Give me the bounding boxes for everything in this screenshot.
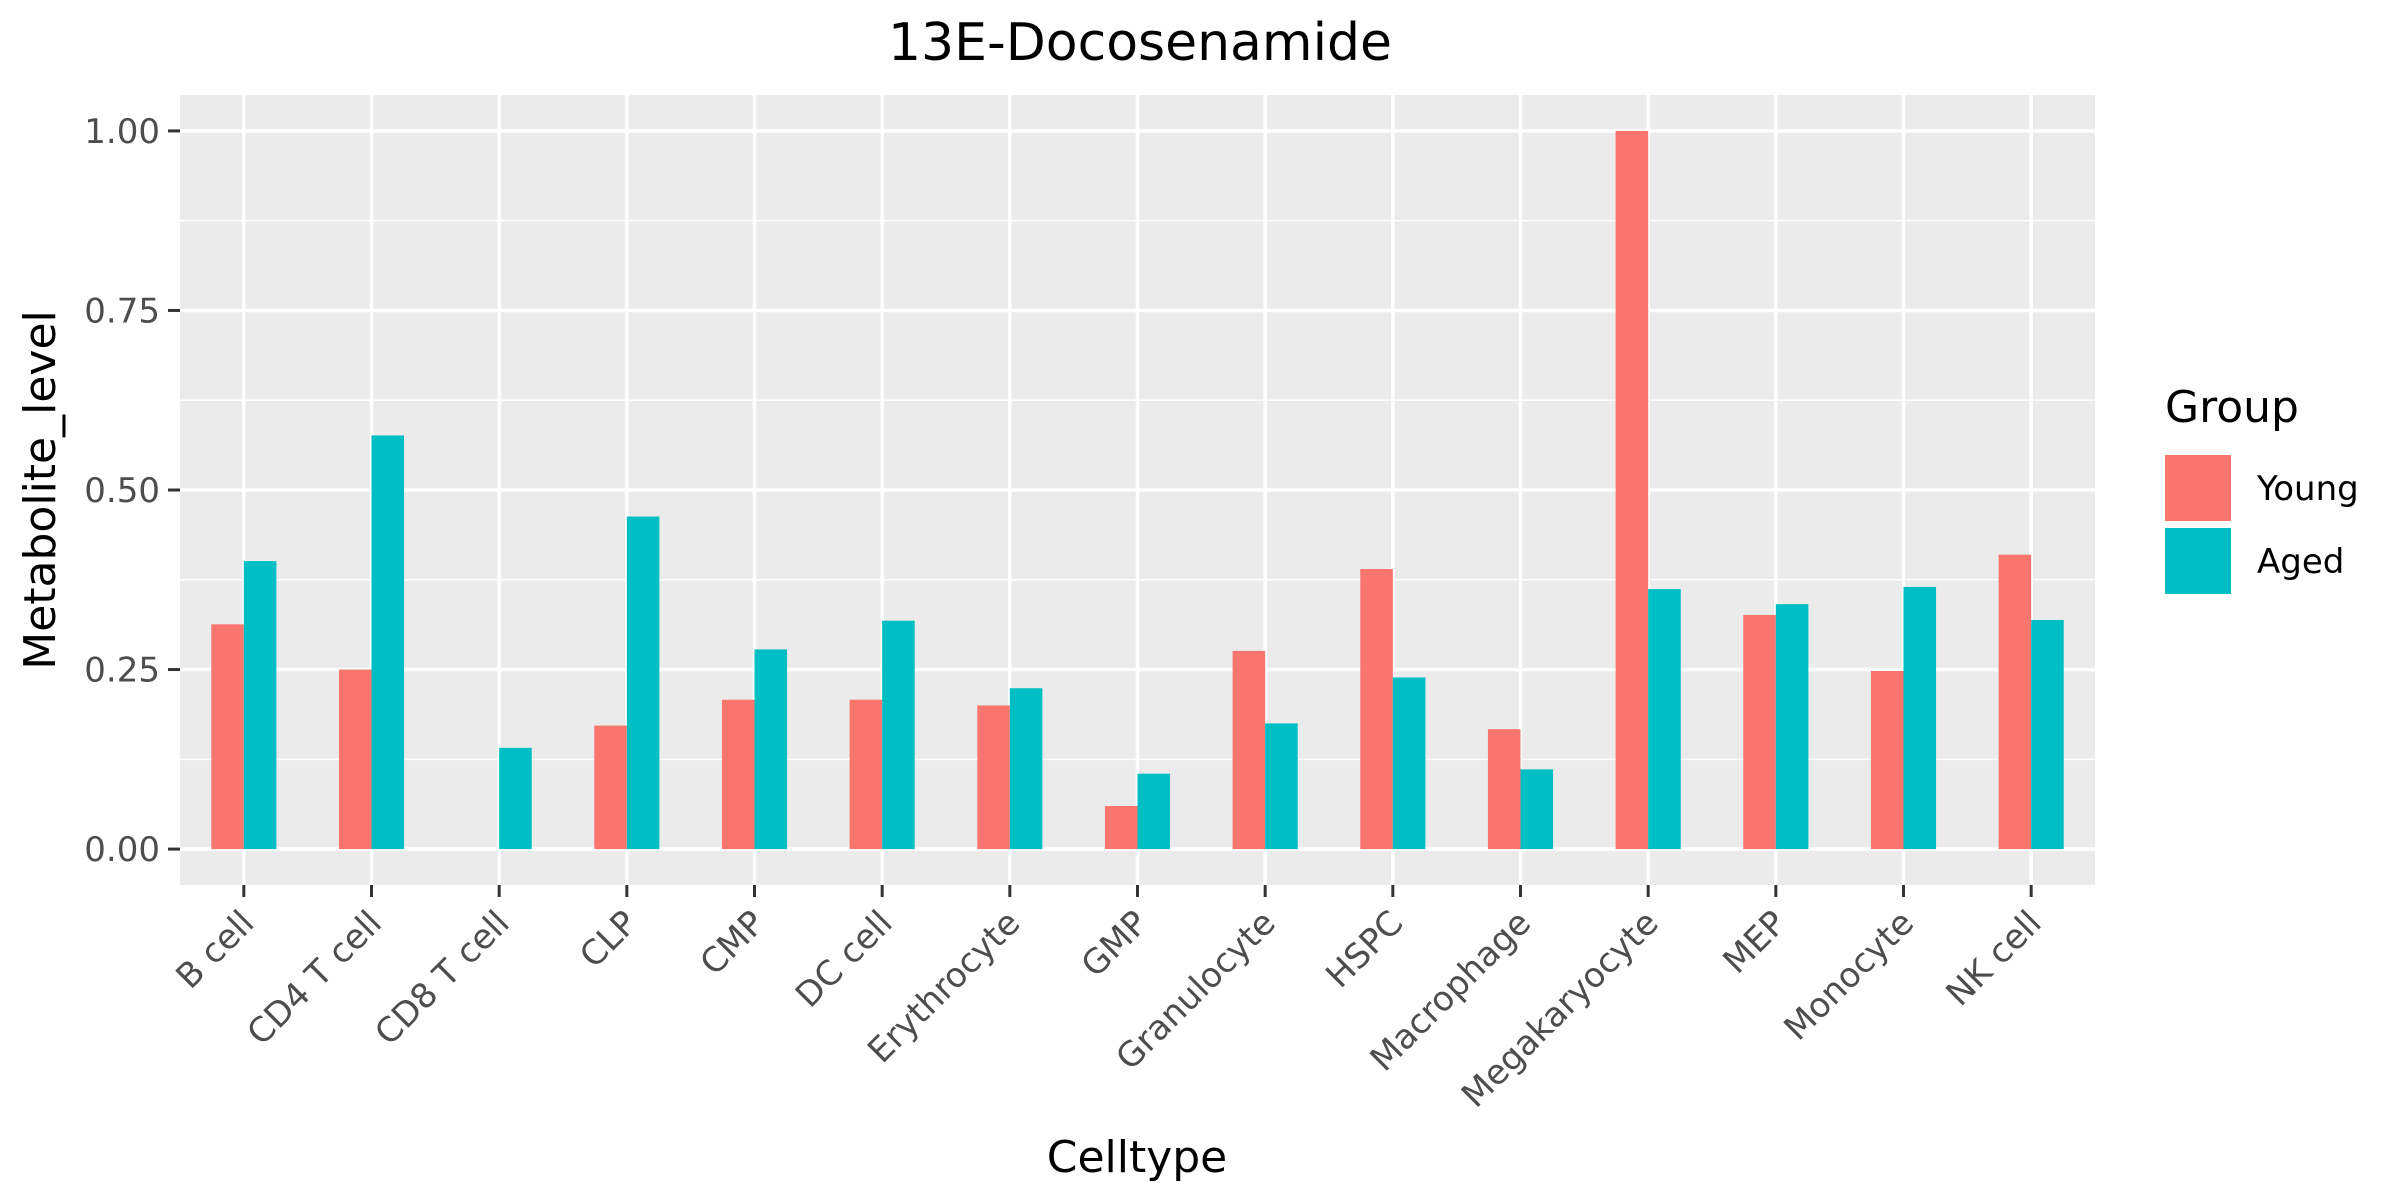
- bar-aged-megakaryocyte: [1648, 589, 1681, 850]
- bar-young-cmp: [721, 699, 755, 850]
- bar-aged-monocyte: [1903, 586, 1937, 850]
- x-tick-label: B cell: [168, 903, 262, 997]
- bar-young-monocyte: [1870, 670, 1904, 850]
- x-tick-label: CLP: [572, 903, 645, 976]
- y-tick-label: 1.00: [84, 112, 160, 152]
- bar-young-macrophage: [1487, 729, 1521, 850]
- y-tick-label: 0.75: [84, 291, 160, 331]
- bar-aged-dc-cell: [882, 620, 915, 850]
- bar-young-cd4-t-cell: [338, 669, 372, 850]
- x-tick-label: HSPC: [1318, 903, 1411, 996]
- bar-aged-cmp: [754, 649, 788, 850]
- bar-aged-clp: [626, 516, 660, 850]
- bar-aged-nk-cell: [2031, 619, 2064, 850]
- y-axis: 0.00 0.25 0.50 0.75 1.00: [84, 112, 180, 870]
- legend-label-aged: Aged: [2257, 542, 2344, 582]
- bar-aged-cd8-t-cell: [499, 747, 532, 850]
- x-tick-label: CD4 T cell: [240, 903, 390, 1053]
- bar-young-megakaryocyte: [1615, 130, 1649, 850]
- bar-young-hspc: [1360, 569, 1393, 850]
- bar-young-nk-cell: [1998, 554, 2032, 850]
- bar-young-erythrocyte: [977, 705, 1010, 850]
- legend-label-young: Young: [2256, 469, 2359, 509]
- bar-aged-granulocyte: [1265, 723, 1298, 850]
- bar-aged-macrophage: [1520, 769, 1554, 850]
- x-tick-label: CMP: [693, 903, 773, 983]
- legend: Group Young Aged: [2165, 382, 2359, 594]
- x-tick-label: Monocyte: [1777, 903, 1922, 1048]
- bar-young-gmp: [1104, 806, 1138, 850]
- bars: [211, 130, 2064, 850]
- bar-aged-erythrocyte: [1009, 688, 1043, 850]
- legend-key-aged: [2165, 528, 2231, 594]
- x-tick-label: GMP: [1074, 903, 1156, 985]
- chart-title: 13E-Docosenamide: [888, 13, 1392, 73]
- y-tick-label: 0.00: [84, 830, 160, 870]
- bar-young-granulocyte: [1232, 650, 1266, 850]
- bar-aged-mep: [1775, 604, 1809, 850]
- bar-young-dc-cell: [849, 699, 883, 850]
- y-axis-title: Metabolite_level: [15, 310, 66, 670]
- x-tick-label: CD8 T cell: [367, 903, 517, 1053]
- x-tick-label: NK cell: [1938, 903, 2049, 1014]
- legend-title: Group: [2165, 382, 2299, 433]
- x-tick-label: DC cell: [788, 903, 901, 1016]
- bar-aged-hspc: [1392, 677, 1426, 850]
- x-tick-label: MEP: [1715, 903, 1794, 982]
- y-tick-label: 0.50: [84, 471, 160, 511]
- bar-young-b-cell: [211, 624, 244, 850]
- y-tick-label: 0.25: [84, 651, 160, 691]
- bar-young-clp: [594, 725, 627, 850]
- bar-aged-gmp: [1137, 773, 1171, 850]
- x-axis-title: Celltype: [1047, 1132, 1228, 1183]
- bar-aged-cd4-t-cell: [371, 435, 405, 850]
- bar-aged-b-cell: [243, 561, 277, 850]
- bar-young-mep: [1743, 614, 1776, 850]
- legend-key-young: [2165, 455, 2231, 521]
